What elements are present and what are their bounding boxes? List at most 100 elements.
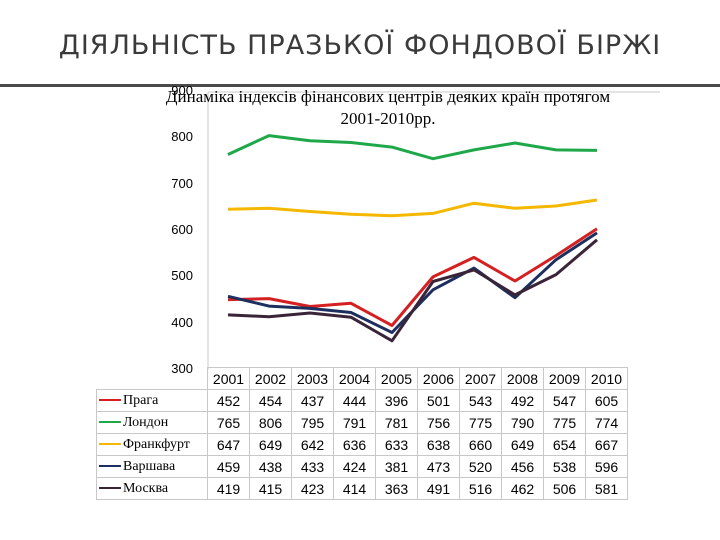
x-tick-label: 2005 <box>375 367 418 390</box>
legend-label: Франкфурт <box>123 436 190 452</box>
legend-key <box>99 421 121 424</box>
data-label: 649 <box>501 433 544 456</box>
x-tick-label: 2003 <box>291 367 334 390</box>
x-tick-label: 2001 <box>207 367 250 390</box>
data-label: 649 <box>249 433 292 456</box>
y-tick-label: 600 <box>171 222 193 237</box>
data-label: 538 <box>543 455 586 478</box>
data-label: 543 <box>459 389 502 412</box>
chart-title: Динаміка індексів фінансових центрів дея… <box>165 87 611 128</box>
series-line <box>227 134 598 161</box>
slide-title: ДІЯЛЬНІСТЬ ПРАЗЬКОЇ ФОНДОВОЇ БІРЖІ <box>58 30 662 61</box>
legend-entry: Прага <box>96 389 208 412</box>
data-label: 791 <box>333 411 376 434</box>
legend-entry: Варшава <box>96 455 208 478</box>
data-label: 424 <box>333 455 376 478</box>
x-tick-label: 2007 <box>459 367 502 390</box>
y-tick-label: 900 <box>171 83 193 98</box>
data-label: 506 <box>543 477 586 500</box>
data-label: 775 <box>543 411 586 434</box>
legend-key <box>99 399 121 402</box>
y-tick-label: 700 <box>171 175 193 191</box>
data-label: 423 <box>291 477 334 500</box>
data-label: 795 <box>291 411 334 434</box>
data-table-body: Прага 452 454 437 444 396 501 543 492 547 605 Лондо… <box>96 389 628 500</box>
data-label: 781 <box>375 411 418 434</box>
series-line <box>227 198 598 218</box>
data-label: 414 <box>333 477 376 500</box>
data-label: 547 <box>543 389 586 412</box>
data-label: 806 <box>249 411 292 434</box>
y-tick-label: 400 <box>171 314 193 330</box>
data-label: 459 <box>207 455 250 478</box>
data-label: 419 <box>207 477 250 500</box>
data-label: 775 <box>459 411 502 434</box>
data-label: 454 <box>249 389 292 412</box>
data-label: 756 <box>417 411 460 434</box>
x-tick-label: 2008 <box>501 367 544 390</box>
legend-key <box>99 487 121 490</box>
data-label: 473 <box>417 455 460 478</box>
series-line <box>227 227 598 327</box>
data-label: 433 <box>291 455 334 478</box>
data-label: 654 <box>543 433 586 456</box>
table-row: Лондон 765 806 795 791 781 756 775 790 775 774 <box>96 411 628 434</box>
x-tick-label: 2004 <box>333 367 376 390</box>
data-label: 363 <box>375 477 418 500</box>
data-label: 638 <box>417 433 460 456</box>
data-label: 415 <box>249 477 292 500</box>
y-tick-label: 500 <box>171 268 193 284</box>
data-label: 452 <box>207 389 250 412</box>
data-label: 456 <box>501 455 544 478</box>
data-label: 596 <box>585 455 628 478</box>
series-line <box>227 238 598 343</box>
data-label: 790 <box>501 411 544 434</box>
x-tick-label: 2002 <box>249 367 292 390</box>
data-label: 633 <box>375 433 418 456</box>
y-tick-label: 800 <box>171 129 193 145</box>
data-label: 444 <box>333 389 376 412</box>
data-label: 765 <box>207 411 250 434</box>
legend-entry: Лондон <box>96 411 208 434</box>
data-label: 462 <box>501 477 544 500</box>
data-label: 438 <box>249 455 292 478</box>
data-label: 492 <box>501 389 544 412</box>
data-label: 581 <box>585 477 628 500</box>
table-corner <box>97 368 208 390</box>
data-label: 660 <box>459 433 502 456</box>
table-row: Москва 419 415 423 414 363 491 516 462 506 581 <box>96 477 628 500</box>
data-label: 605 <box>585 389 628 412</box>
title-divider <box>0 84 720 87</box>
year-header-row: 2001 2002 2003 2004 2005 2006 2007 2008 2009 2010 <box>97 367 628 390</box>
data-label: 516 <box>459 477 502 500</box>
x-tick-label: 2010 <box>585 367 628 390</box>
legend-entry: Франкфурт <box>96 433 208 456</box>
legend-entry: Москва <box>96 477 208 500</box>
legend-key <box>99 443 121 446</box>
data-label: 774 <box>585 411 628 434</box>
data-label: 501 <box>417 389 460 412</box>
data-label: 437 <box>291 389 334 412</box>
legend-label: Варшава <box>123 458 176 474</box>
data-label: 491 <box>417 477 460 500</box>
table-row: Варшава 459 438 433 424 381 473 520 456 538 596 <box>96 455 628 478</box>
series-layer <box>227 134 598 343</box>
x-tick-label: 2006 <box>417 367 460 390</box>
data-label: 667 <box>585 433 628 456</box>
data-table: 2001 2002 2003 2004 2005 2006 2007 2008 2009 2010… <box>96 367 628 500</box>
y-tick-label: 300 <box>171 361 193 376</box>
legend-label: Лондон <box>123 414 169 430</box>
data-label: 647 <box>207 433 250 456</box>
data-label: 520 <box>459 455 502 478</box>
data-label: 636 <box>333 433 376 456</box>
data-label: 396 <box>375 389 418 412</box>
legend-key <box>99 465 121 468</box>
data-label: 381 <box>375 455 418 478</box>
table-row: Прага 452 454 437 444 396 501 543 492 547 605 <box>96 389 628 412</box>
legend-label: Москва <box>123 480 169 496</box>
legend-label: Прага <box>123 392 159 408</box>
data-label: 642 <box>291 433 334 456</box>
table-row: Франкфурт 647 649 642 636 633 638 660 649 654 667 <box>96 433 628 456</box>
x-tick-label: 2009 <box>543 367 586 390</box>
